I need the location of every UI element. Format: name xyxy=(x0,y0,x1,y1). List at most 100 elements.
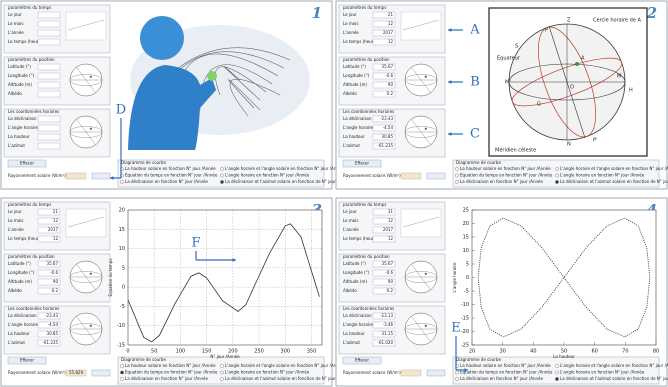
field-value: 12 xyxy=(388,218,394,223)
field-input[interactable] xyxy=(37,217,61,225)
field-input[interactable] xyxy=(372,63,396,71)
field-input[interactable] xyxy=(37,321,61,329)
button[interactable] xyxy=(91,369,111,377)
field-input[interactable] xyxy=(37,72,61,80)
field-input[interactable] xyxy=(37,339,61,347)
field-label: La hauteur xyxy=(343,134,365,139)
radio[interactable] xyxy=(120,180,124,184)
radio[interactable] xyxy=(120,370,124,375)
radio[interactable] xyxy=(220,180,224,184)
field-label: Altitude (m) xyxy=(8,279,32,284)
radio[interactable] xyxy=(555,173,559,178)
radio[interactable] xyxy=(455,377,459,381)
field-value: -0.6 xyxy=(385,270,393,275)
radio[interactable] xyxy=(220,370,224,375)
field-input[interactable] xyxy=(372,235,396,243)
field-input[interactable] xyxy=(37,20,61,28)
button[interactable] xyxy=(7,356,47,365)
diagram-label: G xyxy=(537,102,541,108)
diagram-label: O xyxy=(570,85,574,91)
radiation-input[interactable] xyxy=(65,172,87,180)
field-input[interactable] xyxy=(37,38,61,46)
field-input[interactable] xyxy=(372,226,396,234)
field-input[interactable] xyxy=(372,312,396,320)
field-input[interactable] xyxy=(372,11,396,19)
field-input[interactable] xyxy=(372,29,396,37)
radio[interactable] xyxy=(455,180,459,184)
field-input[interactable] xyxy=(37,90,61,98)
field-input[interactable] xyxy=(37,63,61,71)
field-input[interactable] xyxy=(37,81,61,89)
radio[interactable] xyxy=(555,370,559,375)
radio[interactable] xyxy=(455,167,459,171)
field-input[interactable] xyxy=(372,81,396,89)
y-tick-label: -10 xyxy=(117,323,125,329)
field-input[interactable] xyxy=(37,208,61,216)
field-value: -61.235 xyxy=(43,340,59,345)
field-input[interactable] xyxy=(37,226,61,234)
field-input[interactable] xyxy=(372,90,396,98)
field-input[interactable] xyxy=(37,11,61,19)
field-input[interactable] xyxy=(37,312,61,320)
field-input[interactable] xyxy=(37,260,61,268)
field-input[interactable] xyxy=(372,339,396,347)
mini-clock-line xyxy=(67,19,105,31)
field-input[interactable] xyxy=(372,217,396,225)
radio-label: La déclinaison et l'azimut solaire en fo… xyxy=(560,179,668,184)
field-input[interactable] xyxy=(37,115,61,123)
radio-label: La déclinaison et l'azimut solaire en fo… xyxy=(225,179,352,184)
radio[interactable] xyxy=(455,370,459,375)
field-label: La déclinaison xyxy=(8,313,37,318)
field-label: L'azimut xyxy=(343,143,360,148)
diagram-label: N xyxy=(567,142,571,148)
radiation-input[interactable] xyxy=(65,369,87,377)
field-input[interactable] xyxy=(372,287,396,295)
radio[interactable] xyxy=(555,377,559,381)
field-input[interactable] xyxy=(372,321,396,329)
y-tick-label: 15 xyxy=(463,235,469,241)
radio[interactable] xyxy=(220,364,224,368)
field-input[interactable] xyxy=(37,287,61,295)
radio[interactable] xyxy=(220,377,224,381)
field-input[interactable] xyxy=(37,29,61,37)
field-input[interactable] xyxy=(372,72,396,80)
radio[interactable] xyxy=(555,180,559,184)
radio[interactable] xyxy=(220,173,224,178)
field-input[interactable] xyxy=(372,38,396,46)
radio[interactable] xyxy=(120,364,124,368)
field-input[interactable] xyxy=(37,133,61,141)
button[interactable] xyxy=(342,356,382,365)
diagram-label: H xyxy=(629,88,633,94)
field-value: -3.46 xyxy=(383,322,394,327)
field-input[interactable] xyxy=(37,330,61,338)
field-input[interactable] xyxy=(372,124,396,132)
field-input[interactable] xyxy=(372,260,396,268)
field-input[interactable] xyxy=(37,269,61,277)
radiation-input[interactable] xyxy=(400,369,422,377)
field-input[interactable] xyxy=(372,142,396,150)
callout-letter: F xyxy=(191,236,200,251)
field-input[interactable] xyxy=(372,269,396,277)
x-tick-label: 80 xyxy=(653,349,659,355)
button[interactable] xyxy=(7,159,47,168)
field-input[interactable] xyxy=(37,278,61,286)
field-input[interactable] xyxy=(372,133,396,141)
field-input[interactable] xyxy=(37,124,61,132)
field-input[interactable] xyxy=(372,20,396,28)
field-input[interactable] xyxy=(37,142,61,150)
field-input[interactable] xyxy=(372,115,396,123)
button[interactable] xyxy=(426,369,446,377)
button[interactable] xyxy=(91,172,111,180)
field-input[interactable] xyxy=(372,330,396,338)
radiation-input[interactable] xyxy=(400,172,422,180)
radio[interactable] xyxy=(555,167,559,171)
field-input[interactable] xyxy=(372,278,396,286)
field-input[interactable] xyxy=(372,208,396,216)
radio[interactable] xyxy=(220,167,224,171)
button[interactable] xyxy=(426,172,446,180)
field-input[interactable] xyxy=(37,235,61,243)
radio[interactable] xyxy=(555,364,559,368)
radio[interactable] xyxy=(455,173,459,178)
button[interactable] xyxy=(342,159,382,168)
radio[interactable] xyxy=(120,377,124,381)
